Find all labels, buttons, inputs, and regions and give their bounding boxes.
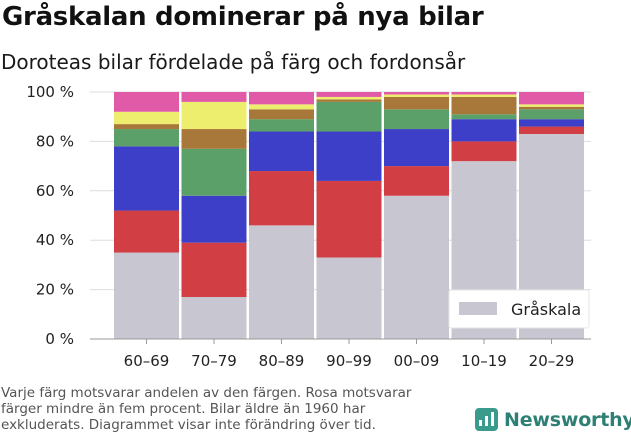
x-tick-label: 10–19: [461, 352, 507, 370]
stacked-bar-chart: 0 % 20 % 40 % 60 % 80 % 100 % 60–69 70–79 80–89 9…: [26, 83, 591, 370]
x-tick-label: 20–29: [529, 352, 575, 370]
bar-segment: [249, 171, 314, 226]
bar-segment: [181, 92, 247, 102]
bar-segment: [451, 114, 517, 120]
bar-segment: [114, 129, 179, 147]
brand-name: Newsworthy: [504, 408, 631, 431]
chart-title: Gråskalan dominerar på nya bilar: [2, 2, 484, 32]
bar-segment: [181, 101, 247, 130]
x-tick-label: 80–89: [259, 352, 305, 370]
bar-segment: [519, 119, 584, 127]
legend-label: Gråskala: [511, 300, 581, 319]
bar-segment: [384, 92, 449, 95]
bar-segment: [316, 131, 382, 181]
bar-segment: [316, 99, 382, 102]
y-tick-label: 60 %: [36, 182, 74, 200]
y-tick-label: 0 %: [45, 330, 74, 348]
legend-swatch: [459, 302, 497, 315]
bar-segment: [181, 148, 247, 196]
bar-segment: [451, 141, 517, 162]
x-tick-label: 60–69: [124, 352, 170, 370]
bar-segment: [384, 129, 449, 167]
bar-segment: [249, 109, 314, 120]
bar-segment: [181, 297, 247, 339]
x-tick-label: 70–79: [191, 352, 237, 370]
footnote-line: Varje färg motsvarar andelen av den färg…: [1, 385, 412, 401]
legend-box: [448, 289, 590, 329]
bar-segment: [316, 96, 382, 100]
bar-segment: [519, 104, 584, 107]
bar-segment: [249, 104, 314, 110]
bar-segment: [519, 106, 584, 110]
bar-segment: [249, 225, 314, 339]
bar-segment: [384, 166, 449, 196]
bar-segment: [114, 92, 179, 112]
bar-segment: [316, 180, 382, 258]
bar-segment: [114, 124, 179, 130]
bar-segment: [451, 119, 517, 142]
bar-segment: [384, 94, 449, 97]
bar-segment: [181, 195, 247, 243]
bar-segment: [316, 101, 382, 132]
bar-segment: [181, 242, 247, 298]
bar-segment: [114, 111, 179, 125]
bar-segment: [114, 252, 179, 339]
bar-segment: [519, 109, 584, 120]
y-tick-label: 40 %: [36, 231, 74, 249]
footnote-line: exkluderats. Diagrammet visar inte förän…: [1, 417, 376, 433]
bar-segment: [451, 94, 517, 97]
bar-segment: [316, 92, 382, 97]
y-tick-label: 80 %: [36, 132, 74, 150]
chart-subtitle: Doroteas bilar fördelade på färg och for…: [1, 50, 466, 74]
y-tick-label: 100 %: [26, 83, 74, 101]
bar-segment: [316, 257, 382, 339]
x-tick-label: 90–99: [326, 352, 372, 370]
footnote: Varje färg motsvarar andelen av den färg…: [1, 385, 471, 433]
x-tick-label: 00–09: [394, 352, 440, 370]
bar-segment: [249, 131, 314, 172]
y-tick-label: 20 %: [36, 281, 74, 299]
bar-segment: [519, 126, 584, 134]
bar-segment: [451, 96, 517, 115]
bar-segment: [384, 109, 449, 130]
brand-logo: Newsworthy: [475, 408, 631, 431]
bar-segment: [519, 92, 584, 105]
bar-segment: [114, 146, 179, 211]
bar-segment: [181, 129, 247, 149]
bar-segment: [384, 195, 449, 339]
footnote-line: färger mindre än fem procent. Bilar äldr…: [1, 401, 366, 417]
bar-segment: [249, 92, 314, 105]
bar-segment: [114, 210, 179, 253]
bar-segment: [451, 92, 517, 95]
newsworthy-logo-icon: [475, 408, 498, 431]
bar-segment: [384, 96, 449, 110]
bar-segment: [249, 119, 314, 132]
